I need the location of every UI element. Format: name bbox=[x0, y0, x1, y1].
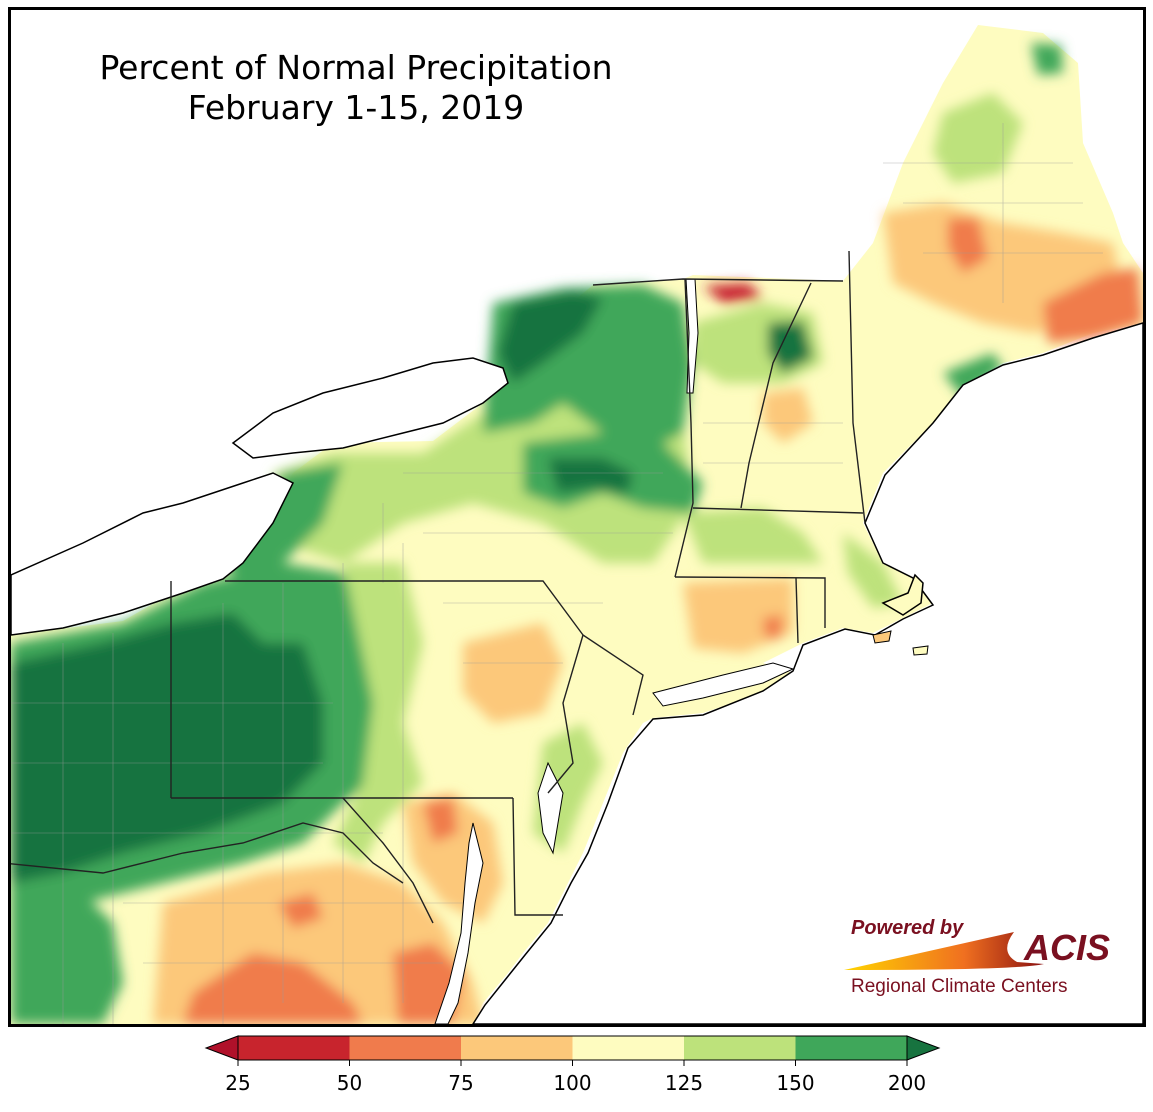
region-red-orange-virginia bbox=[183, 953, 363, 1024]
title-line-1: Percent of Normal Precipitation bbox=[99, 48, 613, 87]
border-wv-va bbox=[11, 822, 404, 884]
region-dark-green-lake-ontario bbox=[498, 291, 603, 383]
border-va-md bbox=[342, 797, 434, 924]
lake-ontario bbox=[231, 357, 509, 459]
ocean bbox=[472, 322, 1143, 1024]
region-light-green-pa bbox=[333, 563, 423, 863]
border-nh-me bbox=[848, 250, 866, 524]
logo-swoosh bbox=[844, 932, 1044, 970]
legend-tick-label: 150 bbox=[776, 1071, 814, 1095]
legend-tick-label: 50 bbox=[337, 1071, 362, 1095]
legend-tick-label: 25 bbox=[225, 1071, 250, 1095]
region-dark-green-central-ny bbox=[548, 458, 633, 493]
region-light-green-maine-north bbox=[933, 93, 1023, 183]
cape-cod bbox=[881, 573, 924, 616]
region-light-green-massachusetts bbox=[683, 508, 823, 563]
border-ny-nj bbox=[582, 634, 644, 716]
legend-bin-125-150 bbox=[684, 1036, 796, 1060]
legend-over-arrow bbox=[906, 1035, 941, 1061]
marthas-vineyard bbox=[872, 630, 892, 644]
legend-tick-label: 75 bbox=[448, 1071, 473, 1095]
acis-logo: Powered by ACIS Regional Climate Centers bbox=[844, 917, 1110, 997]
legend-bars bbox=[204, 1035, 941, 1061]
border-vt-nh bbox=[740, 282, 812, 509]
region-red-orange-maine-central bbox=[948, 218, 988, 273]
region-red-orange-maryland bbox=[423, 798, 458, 843]
long-island-sound bbox=[652, 662, 795, 707]
delaware-bay bbox=[537, 761, 564, 855]
logo-acis: ACIS bbox=[1023, 927, 1110, 968]
border-canada-ny bbox=[592, 278, 844, 286]
border-de bbox=[512, 797, 563, 916]
nantucket bbox=[912, 645, 929, 656]
region-dark-green-vermont bbox=[768, 321, 813, 373]
region-green-southwest bbox=[11, 883, 123, 1024]
region-light-green-mass-coast bbox=[843, 533, 903, 608]
state-borders bbox=[11, 250, 866, 924]
precipitation-map bbox=[11, 25, 1143, 1024]
border-pa-ny bbox=[225, 580, 584, 636]
legend-tick-label: 200 bbox=[888, 1071, 926, 1095]
region-green-maine-coast bbox=[943, 353, 1003, 398]
border-nj-pa bbox=[547, 634, 584, 794]
legend-tick-label: 100 bbox=[553, 1071, 591, 1095]
border-ma-north bbox=[692, 507, 864, 514]
chesapeake-bay bbox=[434, 822, 484, 1024]
legend-bin-150-200 bbox=[795, 1036, 907, 1060]
map-frame: Percent of Normal Precipitation February… bbox=[8, 7, 1146, 1027]
legend-ticks: 25 50 75 100 125 150 200 bbox=[225, 1060, 926, 1095]
border-ny-east bbox=[674, 278, 694, 578]
map-title: Percent of Normal Precipitation February… bbox=[51, 48, 661, 128]
legend-bin-75-100 bbox=[461, 1036, 573, 1060]
title-line-2: February 1-15, 2019 bbox=[187, 88, 525, 127]
logo-subtitle: Regional Climate Centers bbox=[851, 976, 1068, 997]
region-orange-new-hampshire bbox=[763, 388, 813, 443]
legend-under-arrow bbox=[204, 1035, 239, 1061]
region-red-orange-va-north bbox=[278, 893, 323, 928]
region-red-orange-connecticut bbox=[763, 615, 783, 638]
region-dark-green-west bbox=[11, 613, 323, 883]
region-green-west-ny bbox=[223, 463, 343, 583]
region-green-maine-tip bbox=[1031, 43, 1063, 75]
border-ct-ma bbox=[795, 577, 799, 644]
legend-tick-label: 125 bbox=[665, 1071, 703, 1095]
border-ct-ri bbox=[674, 576, 826, 628]
county-borders bbox=[11, 123, 1103, 1024]
legend-bin-25-50 bbox=[238, 1036, 350, 1060]
region-red-orange-maine-coast bbox=[1043, 268, 1143, 343]
region-orange-pa-east bbox=[463, 623, 563, 723]
legend-bin-100-125 bbox=[572, 1036, 684, 1060]
legend-bin-50-75 bbox=[349, 1036, 461, 1060]
color-legend: 25 50 75 100 125 150 200 bbox=[204, 1035, 941, 1095]
lake-erie bbox=[11, 472, 295, 636]
logo-powered-by: Powered by bbox=[851, 917, 964, 939]
region-red-vermont-north bbox=[703, 283, 763, 303]
